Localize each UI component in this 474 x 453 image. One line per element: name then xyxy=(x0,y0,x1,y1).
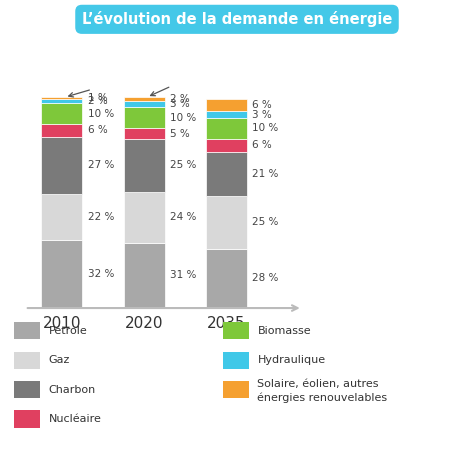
Text: 1 %: 1 % xyxy=(88,93,108,103)
Text: 21 %: 21 % xyxy=(252,169,278,179)
Text: 6 %: 6 % xyxy=(252,100,272,110)
Bar xyxy=(42,96,82,99)
Bar xyxy=(42,124,82,137)
Text: 27 %: 27 % xyxy=(88,160,114,170)
Text: 2 %: 2 % xyxy=(88,96,108,106)
Text: 32 %: 32 % xyxy=(88,269,114,279)
Bar xyxy=(124,96,164,101)
Text: Pétrole: Pétrole xyxy=(49,326,88,336)
Bar xyxy=(124,242,164,308)
Text: 10 %: 10 % xyxy=(170,113,196,123)
Text: 28 %: 28 % xyxy=(252,274,278,284)
Bar xyxy=(206,118,246,139)
Bar xyxy=(206,152,246,196)
Bar xyxy=(42,99,82,103)
Text: L’évolution de la demande en énergie: L’évolution de la demande en énergie xyxy=(82,11,392,27)
Text: Gaz: Gaz xyxy=(49,355,70,365)
Bar xyxy=(206,99,246,111)
Bar xyxy=(124,128,164,139)
Text: 31 %: 31 % xyxy=(170,270,196,280)
Text: énergies renouvelables: énergies renouvelables xyxy=(257,392,388,403)
Bar xyxy=(206,196,246,249)
Text: 3 %: 3 % xyxy=(170,99,190,109)
Text: 25 %: 25 % xyxy=(170,160,196,170)
Bar xyxy=(42,241,82,308)
Text: Biomasse: Biomasse xyxy=(257,326,311,336)
Bar xyxy=(124,192,164,242)
Text: Hydraulique: Hydraulique xyxy=(257,355,326,365)
Text: 24 %: 24 % xyxy=(170,212,196,222)
Text: 10 %: 10 % xyxy=(88,109,114,119)
Text: Charbon: Charbon xyxy=(49,385,96,395)
Text: 25 %: 25 % xyxy=(252,217,278,227)
Bar xyxy=(124,107,164,128)
Bar xyxy=(42,103,82,124)
Bar xyxy=(42,137,82,194)
Bar xyxy=(206,111,246,118)
Text: 3 %: 3 % xyxy=(252,110,272,120)
Text: Nucléaire: Nucléaire xyxy=(49,414,102,424)
Bar xyxy=(206,249,246,308)
Text: 5 %: 5 % xyxy=(170,129,190,139)
Text: 22 %: 22 % xyxy=(88,212,114,222)
Text: 6 %: 6 % xyxy=(88,125,108,135)
Bar xyxy=(206,139,246,152)
Text: 6 %: 6 % xyxy=(252,140,272,150)
Text: 2 %: 2 % xyxy=(170,94,190,104)
Bar xyxy=(42,194,82,241)
Bar xyxy=(124,101,164,107)
Text: Solaire, éolien, autres: Solaire, éolien, autres xyxy=(257,379,379,389)
Bar xyxy=(124,139,164,192)
Text: 10 %: 10 % xyxy=(252,123,278,133)
